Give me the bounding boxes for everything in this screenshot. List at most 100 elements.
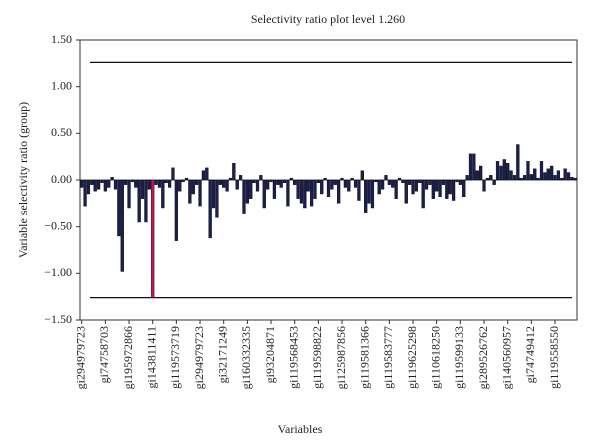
bar xyxy=(364,179,368,213)
bar xyxy=(151,179,155,298)
bar xyxy=(235,179,239,190)
bar xyxy=(232,162,236,181)
bar xyxy=(195,179,199,185)
bar xyxy=(120,179,124,272)
bar xyxy=(272,179,277,199)
x-tick-label: gi93204871 xyxy=(263,326,277,383)
x-tick-label: gi160332335 xyxy=(239,326,253,389)
bar xyxy=(489,175,493,181)
bar xyxy=(431,179,435,199)
bar xyxy=(465,175,469,181)
x-tick-label: gi119573719 xyxy=(168,326,182,389)
bar xyxy=(178,179,182,192)
bar xyxy=(367,179,371,204)
x-tick-label: gi289526762 xyxy=(476,326,490,389)
bar xyxy=(255,179,260,192)
y-tick-label: 1.50 xyxy=(51,32,72,46)
x-tick-label: gi294979723 xyxy=(73,326,87,389)
bar xyxy=(499,165,503,181)
bar xyxy=(157,179,162,188)
x-tick-label: gi74749412 xyxy=(523,326,537,383)
bar xyxy=(117,179,121,237)
bar xyxy=(282,179,287,183)
bar xyxy=(573,177,577,181)
bar xyxy=(519,177,523,181)
y-tick-label: −1.50 xyxy=(44,312,72,326)
bar xyxy=(124,179,128,185)
bar xyxy=(475,170,479,181)
bar xyxy=(482,179,486,192)
bar xyxy=(347,179,351,192)
bar xyxy=(306,179,310,192)
bar xyxy=(134,179,138,188)
bar xyxy=(387,179,391,185)
bar xyxy=(421,179,425,209)
bar xyxy=(320,179,324,195)
bar xyxy=(462,179,466,197)
bar xyxy=(472,153,476,181)
x-tick-label: gi119625298 xyxy=(405,326,419,389)
bar xyxy=(479,165,483,181)
bar xyxy=(164,179,168,183)
x-tick-label: gi195972866 xyxy=(121,326,135,389)
bar xyxy=(205,167,209,181)
bar xyxy=(286,179,290,207)
bar xyxy=(435,179,439,192)
y-tick-label: 0.00 xyxy=(51,172,72,186)
bar xyxy=(215,179,219,218)
bar xyxy=(455,179,459,183)
bar xyxy=(259,175,263,181)
bar xyxy=(357,179,361,201)
y-tick-label: −0.50 xyxy=(44,218,72,232)
bar xyxy=(188,179,192,204)
bar xyxy=(127,179,131,209)
bar xyxy=(350,177,354,181)
x-tick-label: gi110618250 xyxy=(428,326,442,389)
bar xyxy=(330,179,334,190)
bar xyxy=(492,179,496,185)
x-tick-label: gi119599133 xyxy=(452,326,466,389)
bar xyxy=(506,162,510,181)
bar xyxy=(353,179,358,188)
bar xyxy=(516,144,520,181)
bar xyxy=(225,179,229,192)
bar xyxy=(313,179,317,199)
bar xyxy=(522,175,527,181)
bar xyxy=(448,179,452,195)
bar xyxy=(441,179,446,185)
bar xyxy=(154,179,158,185)
bar xyxy=(414,179,419,192)
bar xyxy=(309,179,314,207)
bar xyxy=(83,179,87,207)
bar xyxy=(401,179,405,183)
bar xyxy=(110,176,114,181)
bar xyxy=(191,179,195,195)
bar xyxy=(279,179,283,188)
bar xyxy=(198,179,202,207)
bar xyxy=(560,177,564,181)
bar xyxy=(90,179,94,185)
bar xyxy=(262,179,266,209)
bar xyxy=(184,177,189,181)
bar xyxy=(563,168,567,181)
bar xyxy=(103,179,107,192)
bar xyxy=(337,179,341,204)
chart-title: Selectivity ratio plot level 1.260 xyxy=(251,12,405,26)
bar xyxy=(343,179,348,188)
bar xyxy=(218,179,222,185)
bar xyxy=(495,161,500,181)
bar xyxy=(144,179,148,223)
bar xyxy=(566,172,571,181)
bar xyxy=(451,179,456,201)
bar xyxy=(546,168,550,181)
bar xyxy=(171,167,175,181)
bar xyxy=(377,179,381,195)
y-tick-label: 1.00 xyxy=(51,78,72,92)
bar xyxy=(536,177,540,181)
bar xyxy=(208,179,212,239)
bar xyxy=(242,179,246,214)
bar xyxy=(502,159,506,181)
bar xyxy=(360,170,364,181)
bar xyxy=(370,179,375,209)
